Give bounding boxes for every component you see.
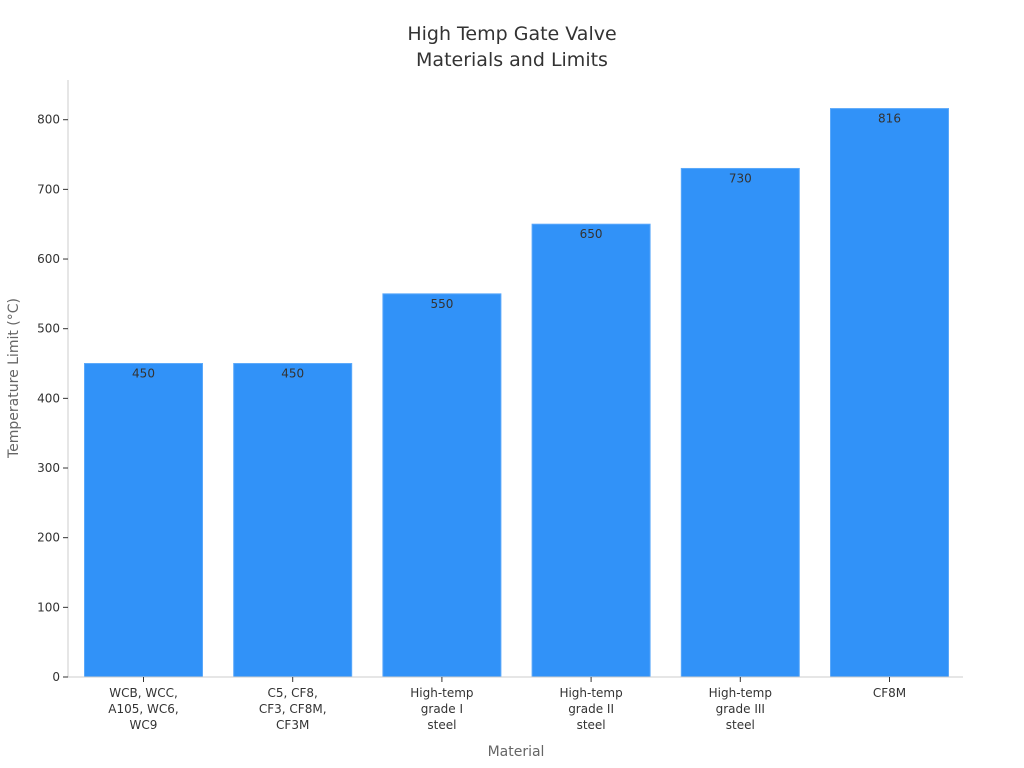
x-tick-label: WC9 — [130, 718, 158, 732]
x-tick-label: steel — [577, 718, 606, 732]
x-tick-label: C5, CF8, — [268, 686, 318, 700]
y-tick-label: 800 — [37, 113, 60, 127]
y-axis-label: Temperature Limit (°C) — [6, 298, 22, 459]
x-tick-label: High-temp — [559, 686, 622, 700]
bar — [84, 363, 203, 678]
y-tick-label: 700 — [37, 182, 60, 196]
bar-value-label: 650 — [580, 227, 603, 241]
chart-title-line-1: High Temp Gate Valve — [407, 23, 616, 45]
bar — [382, 293, 502, 678]
bar — [680, 167, 800, 678]
bars-layer: 450 450 550 650 730 816 — [84, 108, 949, 678]
y-tick-label: 600 — [37, 252, 60, 266]
x-tick-label: WCB, WCC, — [109, 686, 178, 700]
y-tick-label: 500 — [37, 322, 60, 336]
x-tick-label: steel — [726, 718, 755, 732]
bar-value-label: 730 — [729, 171, 752, 185]
x-tick-label: A105, WC6, — [108, 702, 178, 716]
x-tick-label: High-temp — [410, 686, 473, 700]
bar — [233, 363, 353, 678]
x-tick-label: High-temp — [709, 686, 772, 700]
x-tick-label: grade I — [421, 702, 463, 716]
chart-title-line-2: Materials and Limits — [416, 49, 608, 71]
bar — [531, 223, 651, 678]
y-tick-label: 400 — [37, 391, 60, 405]
x-axis-label: Material — [488, 744, 545, 760]
y-tick-label: 200 — [37, 531, 60, 545]
x-tick-label: grade II — [568, 702, 614, 716]
x-tick-label: CF8M — [873, 686, 906, 700]
bar-value-label: 550 — [430, 297, 453, 311]
y-axis: 0 100 200 300 400 500 600 700 800 — [37, 80, 69, 684]
y-tick-label: 100 — [37, 600, 60, 614]
x-tick-label: CF3M — [276, 718, 309, 732]
x-tick-label: steel — [427, 718, 456, 732]
bar-value-label: 450 — [132, 367, 155, 381]
bar — [830, 108, 949, 678]
y-tick-label: 0 — [52, 670, 60, 684]
x-axis: WCB, WCC, A105, WC6, WC9 C5, CF8, CF3, CF8M,… — [68, 676, 963, 732]
y-tick-label: 300 — [37, 461, 60, 475]
bar-value-label: 450 — [281, 367, 304, 381]
x-tick-label: grade III — [716, 702, 765, 716]
bar-value-label: 816 — [878, 112, 901, 126]
x-tick-label: CF3, CF8M, — [259, 702, 327, 716]
